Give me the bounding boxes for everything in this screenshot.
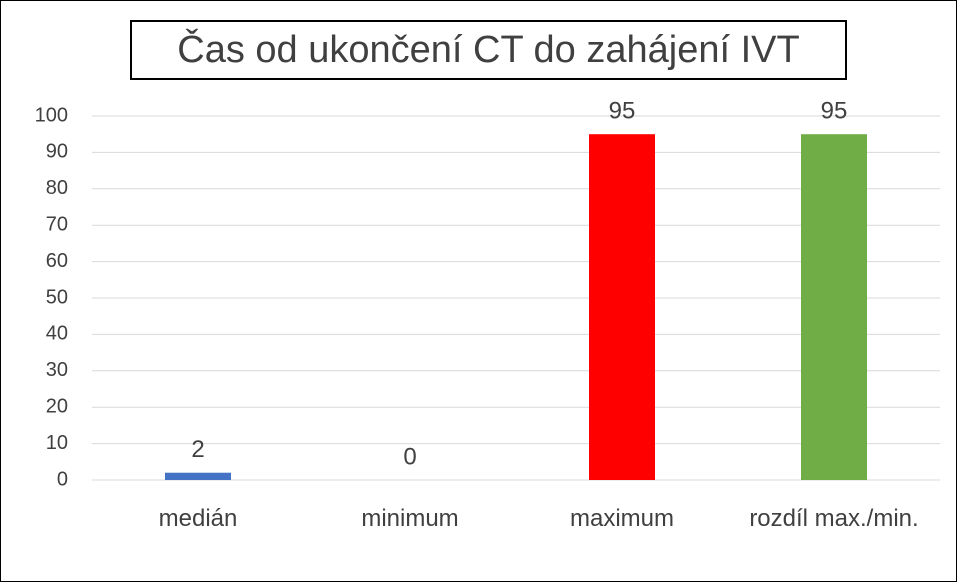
x-tick-label: minimum (361, 505, 459, 532)
y-tick-label: 90 (46, 141, 68, 163)
bar (165, 472, 231, 480)
y-tick-label: 0 (57, 468, 68, 490)
y-tick-label: 10 (46, 432, 68, 454)
y-tick-label: 60 (46, 250, 68, 272)
bar (589, 134, 655, 480)
chart-title: Čas od ukončení CT do zahájení IVT (130, 20, 847, 80)
x-tick-label: rozdíl max./min. (749, 505, 919, 532)
y-tick-label: 100 (35, 104, 68, 126)
data-label: 95 (609, 98, 636, 125)
y-tick-label: 20 (46, 395, 68, 417)
data-label: 95 (821, 98, 848, 125)
x-tick-label: medián (158, 505, 238, 532)
bar (801, 134, 867, 480)
y-tick-label: 40 (46, 323, 68, 345)
x-tick-label: maximum (569, 505, 674, 532)
y-tick-label: 50 (46, 286, 68, 308)
y-tick-label: 80 (46, 177, 68, 199)
y-tick-label: 70 (46, 213, 68, 235)
data-label: 2 (191, 436, 204, 463)
data-label: 0 (403, 443, 416, 470)
y-tick-label: 30 (46, 359, 68, 381)
